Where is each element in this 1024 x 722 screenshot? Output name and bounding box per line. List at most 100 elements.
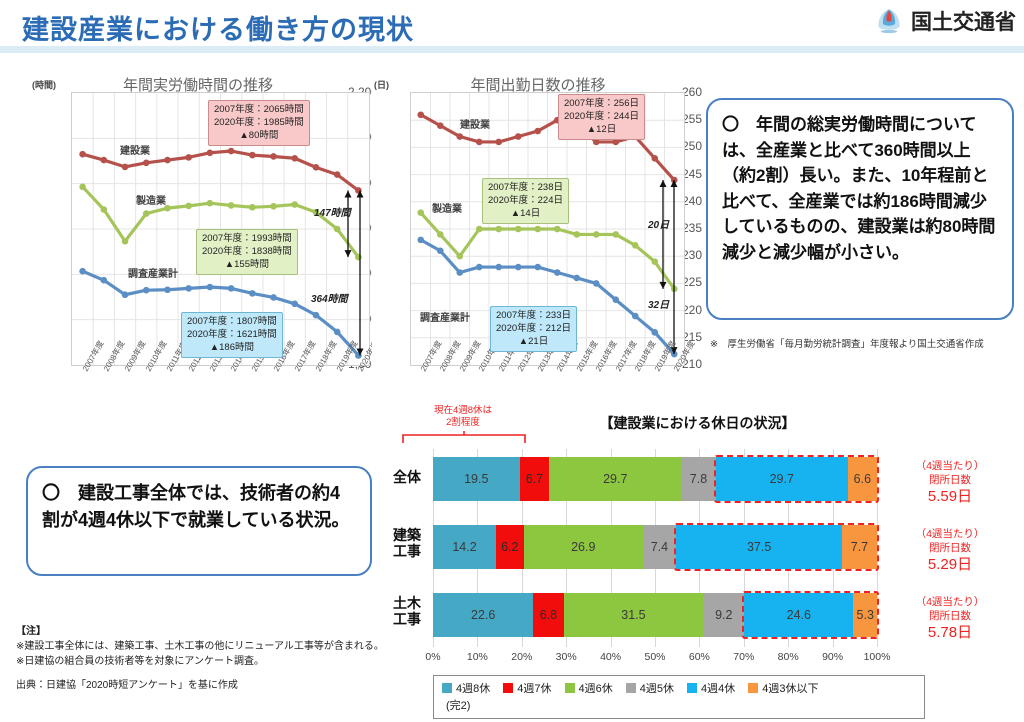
barchart-x-tick: 60%: [688, 651, 710, 663]
chart1-series-label-allindustry: 調査産業計: [128, 269, 178, 280]
brace-note-line: 現在4週8休は: [433, 405, 493, 416]
footnote-heading: 【注】: [16, 626, 46, 637]
side-note-value: 5.29日: [927, 556, 973, 574]
side-note-value: 5.78日: [927, 624, 973, 642]
barchart-row-label: 土木 工事: [393, 595, 421, 628]
side-note-line: 閉所日数: [929, 542, 971, 555]
legend-swatch: [442, 683, 452, 693]
legend-label: 4週6休: [578, 683, 613, 695]
y-tick-label: 220: [681, 302, 702, 317]
y-tick-label: 245: [681, 166, 702, 181]
barchart-segment: 26.9: [523, 525, 643, 569]
barchart-x-tick: 80%: [777, 651, 799, 663]
barchart-row-side-note: （4週当たり） 閉所日数 5.59日: [895, 459, 1005, 508]
page-title: 建設産業における働き方の現状: [22, 15, 414, 45]
side-note-line: （4週当たり）: [915, 460, 985, 472]
chart1-callout-construction: 2007年度：2065時間 2020年度：1985時間 ▲80時間: [208, 100, 310, 147]
page-header: 建設産業における働き方の現状 国土交通省: [0, 0, 1024, 53]
barchart-segment: 14.2: [433, 525, 497, 569]
barchart-x-tick: 0%: [425, 651, 441, 663]
callout-line: 2020年度：244日: [564, 110, 639, 122]
side-note-line: （4週当たり）: [915, 596, 985, 608]
barchart-title: 【建設業における休日の状況】: [599, 415, 796, 431]
barchart-segment: 22.6: [433, 593, 534, 637]
chart-holiday-distribution: 【建設業における休日の状況】 現在4週8休は 2割程度 全体 19.5 6.7 29.…: [385, 405, 1010, 719]
barchart-segment: 6.6: [847, 457, 877, 501]
callout-line: ▲14日: [510, 207, 541, 219]
chart2-gap-label-32: 32日: [648, 300, 670, 311]
callout-line: 2007年度：238日: [488, 182, 563, 193]
y-tick-label: 235: [681, 221, 702, 235]
barchart-segment: 29.7: [549, 457, 682, 501]
barchart-x-tick: 10%: [466, 651, 488, 663]
y-tick-label: 210: [681, 357, 702, 371]
side-note-line: 閉所日数: [929, 610, 971, 623]
barchart-x-tick: 30%: [555, 651, 577, 663]
barchart-row-label: 全体: [393, 469, 421, 485]
barchart-brace-note: 現在4週8休は 2割程度: [403, 405, 523, 429]
legend-label: 4週8休: [456, 683, 491, 695]
barchart-bar-row: 19.5 6.7 29.7 7.8 29.7 6.6: [433, 457, 877, 501]
legend-swatch: [687, 683, 697, 693]
y-tick-label: 250: [681, 139, 702, 154]
callout-line: 2020年度：212日: [496, 322, 571, 334]
legend-swatch: [625, 683, 636, 693]
legend-item[interactable]: 4週6休: [564, 680, 613, 696]
callout-line: 2020年度：1621時間: [187, 328, 277, 340]
legend-item[interactable]: 4週8休: [442, 680, 490, 696]
legend-item[interactable]: 4週3休以下: [748, 680, 819, 696]
chart2-series-label-manufacturing: 製造業: [432, 204, 462, 215]
barchart-segment: 24.6: [744, 593, 854, 637]
legend-label: 4週5休: [639, 683, 674, 695]
note-holiday-status-text: 〇 建設工事全体では、技術者の約4割が4週4休以下で就業している状況。: [42, 483, 350, 530]
barchart-segment: 6.8: [533, 593, 564, 637]
barchart-row-side-note: （4週当たり） 閉所日数 5.29日: [895, 527, 1005, 576]
legend-swatch: [564, 683, 575, 693]
callout-line: 2007年度：2065時間: [214, 104, 304, 115]
y-tick-label: 260: [681, 85, 702, 99]
chart2-callout-allindustry: 2007年度：233日 2020年度：212日 ▲21日: [490, 306, 577, 353]
legend-label: 4週4休: [701, 683, 736, 695]
barchart-segment: 7.8: [681, 457, 716, 501]
chart1-gap-label-147: 147時間: [314, 208, 351, 219]
chart1-y-unit: (時間): [32, 80, 56, 90]
chart1-title: 年間実労働時間の推移: [122, 77, 273, 94]
chart2-callout-manufacturing: 2007年度：238日 2020年度：224日 ▲14日: [482, 178, 569, 225]
y-tick-label: 230: [681, 248, 702, 263]
legend-sublabel: (完2): [446, 700, 471, 712]
chart2-series-label-construction: 建設業: [460, 120, 490, 131]
chart1-callout-allindustry: 2007年度：1807時間 2020年度：1621時間 ▲186時間: [181, 312, 283, 359]
barchart-segment: 6.2: [496, 525, 524, 569]
chart1-callout-manufacturing: 2007年度：1993時間 2020年度：1838時間 ▲155時間: [196, 229, 298, 276]
barchart-segment: 6.7: [519, 457, 550, 501]
barchart-segment: 7.4: [643, 525, 676, 569]
barchart-legend: 4週8休 4週7休 4週6休 4週5休 4週4休 4週3休以下 (完2): [433, 675, 925, 719]
footnote-line-1: ※建設工事全体には、建築工事、土木工事の他にリニューアル工事等が含まれる。: [16, 641, 384, 652]
barchart-x-tick: 20%: [511, 651, 533, 663]
source-note-hours: ※ 厚生労働省「毎月勤労統計調査」年度報より国土交通省作成: [710, 339, 984, 350]
y-tick-label: 225: [681, 275, 702, 290]
side-note-line: 閉所日数: [929, 474, 971, 487]
ministry-name: 国土交通省: [911, 11, 1016, 34]
y-tick-label: 240: [681, 193, 702, 208]
legend-item[interactable]: 4週4休: [687, 680, 735, 696]
note-working-hours-text: 〇 年間の総実労働時間については、全産業と比べて360時間以上（約2割）長い。ま…: [722, 115, 996, 262]
chart-annual-working-days: 年間出勤日数の推移 (日) 260 255 250 245 240 235 230 225 22…: [372, 74, 702, 374]
callout-line: 2007年度：256日: [564, 98, 639, 109]
barchart-bar-row: 22.6 6.8 31.5 9.2 24.6 5.3: [433, 593, 877, 637]
barchart-segment: 9.2: [703, 593, 745, 637]
side-note-value: 5.59日: [927, 488, 973, 506]
chart1-gap-label-364: 364時間: [311, 294, 348, 305]
barchart-segment: 19.5: [433, 457, 520, 501]
footnote-line-2: ※日建協の組合員の技術者等を対象にアンケート調査。: [16, 656, 264, 667]
legend-item[interactable]: 4週5休: [625, 680, 674, 696]
callout-line: 2020年度：1985時間: [214, 116, 304, 128]
y-tick-label: 255: [681, 112, 702, 127]
legend-item[interactable]: 4週7休: [503, 680, 552, 696]
chart2-callout-construction: 2007年度：256日 2020年度：244日 ▲12日: [558, 94, 645, 141]
callout-line: ▲186時間: [209, 341, 255, 353]
callout-line: ▲155時間: [224, 258, 270, 270]
barchart-x-tick: 70%: [733, 651, 755, 663]
footnotes: 【注】 ※建設工事全体には、建築工事、土木工事の他にリニューアル工事等が含まれる…: [16, 624, 388, 693]
callout-line: 2007年度：1993時間: [202, 233, 292, 244]
